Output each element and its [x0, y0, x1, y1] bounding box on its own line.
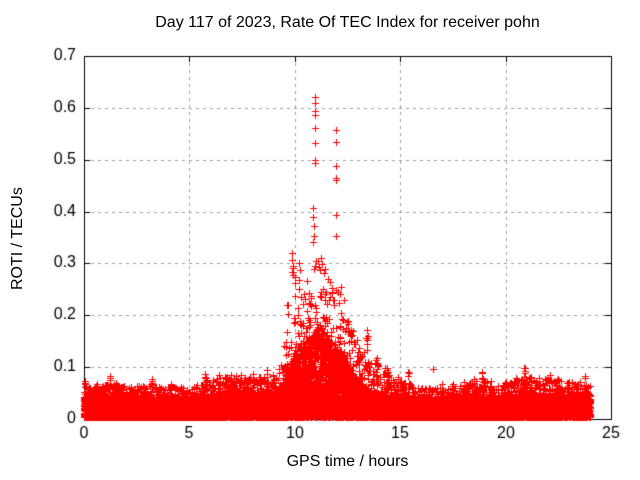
chart-title: Day 117 of 2023, Rate Of TEC Index for r… [155, 14, 540, 31]
x-axis-label: GPS time / hours [286, 453, 409, 470]
y-axis-label: ROTI / TECUs [9, 187, 26, 290]
